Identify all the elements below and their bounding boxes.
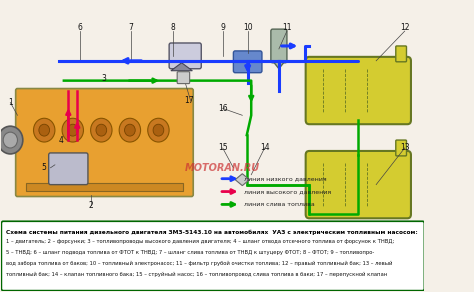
FancyBboxPatch shape [1,221,424,291]
FancyBboxPatch shape [177,72,190,84]
Text: 16: 16 [218,104,228,113]
Circle shape [62,118,83,142]
Text: линия высокого давления: линия высокого давления [244,189,331,194]
Circle shape [148,118,169,142]
Text: 1: 1 [8,98,13,107]
Polygon shape [171,63,192,71]
Text: 5: 5 [42,163,46,172]
Text: 14: 14 [260,143,269,152]
Polygon shape [273,61,285,69]
Text: 8: 8 [170,23,175,32]
Text: Схема системы питания дизельного двигателя ЗМЗ-5143.10 на автомобилях  УАЗ с эле: Схема системы питания дизельного двигате… [6,230,418,235]
FancyBboxPatch shape [396,46,407,62]
Circle shape [119,118,141,142]
FancyBboxPatch shape [396,140,407,156]
Text: 11: 11 [282,23,292,32]
Circle shape [67,124,78,136]
Text: 2: 2 [88,201,93,210]
Circle shape [34,118,55,142]
FancyBboxPatch shape [306,151,411,218]
Circle shape [96,124,107,136]
Bar [27,183,182,191]
FancyBboxPatch shape [169,43,201,69]
Text: 6: 6 [77,23,82,32]
Text: 9: 9 [220,23,225,32]
FancyBboxPatch shape [306,57,411,124]
Text: 1 – двигатель; 2 – форсунки; 3 – топливопроводы высокого давления двигателя; 4 –: 1 – двигатель; 2 – форсунки; 3 – топливо… [6,239,394,244]
Text: 4: 4 [59,135,64,145]
Text: топливный бак; 14 – клапан топливного бака; 15 – струйный насос; 16 – топливопро: топливный бак; 14 – клапан топливного ба… [6,272,387,277]
Text: линия слива топлива: линия слива топлива [244,202,315,207]
Text: 13: 13 [400,143,410,152]
FancyBboxPatch shape [16,88,193,197]
Text: 17: 17 [184,96,193,105]
Circle shape [0,126,23,154]
Circle shape [3,132,18,148]
FancyBboxPatch shape [271,29,287,63]
FancyBboxPatch shape [233,51,262,73]
Text: вод забора топлива от баков; 10 – топливный электронасос; 11 – фильтр грубой очи: вод забора топлива от баков; 10 – топлив… [6,261,392,266]
Text: 3: 3 [101,74,107,83]
Text: 7: 7 [128,23,133,32]
Circle shape [39,124,50,136]
Circle shape [153,124,164,136]
FancyBboxPatch shape [49,153,88,185]
Text: линия низкого давления: линия низкого давления [244,176,327,181]
Circle shape [125,124,135,136]
Text: 12: 12 [400,23,410,32]
Text: 15: 15 [218,143,228,152]
Text: MOTORAN.RU: MOTORAN.RU [185,163,260,173]
Text: 5 – ТНВД; 6 – шланг подвода топлива от ФТОТ к ТНВД; 7 – шланг слива топлива от Т: 5 – ТНВД; 6 – шланг подвода топлива от Ф… [6,250,374,255]
Text: 10: 10 [243,23,253,32]
Circle shape [91,118,112,142]
Polygon shape [235,174,249,186]
